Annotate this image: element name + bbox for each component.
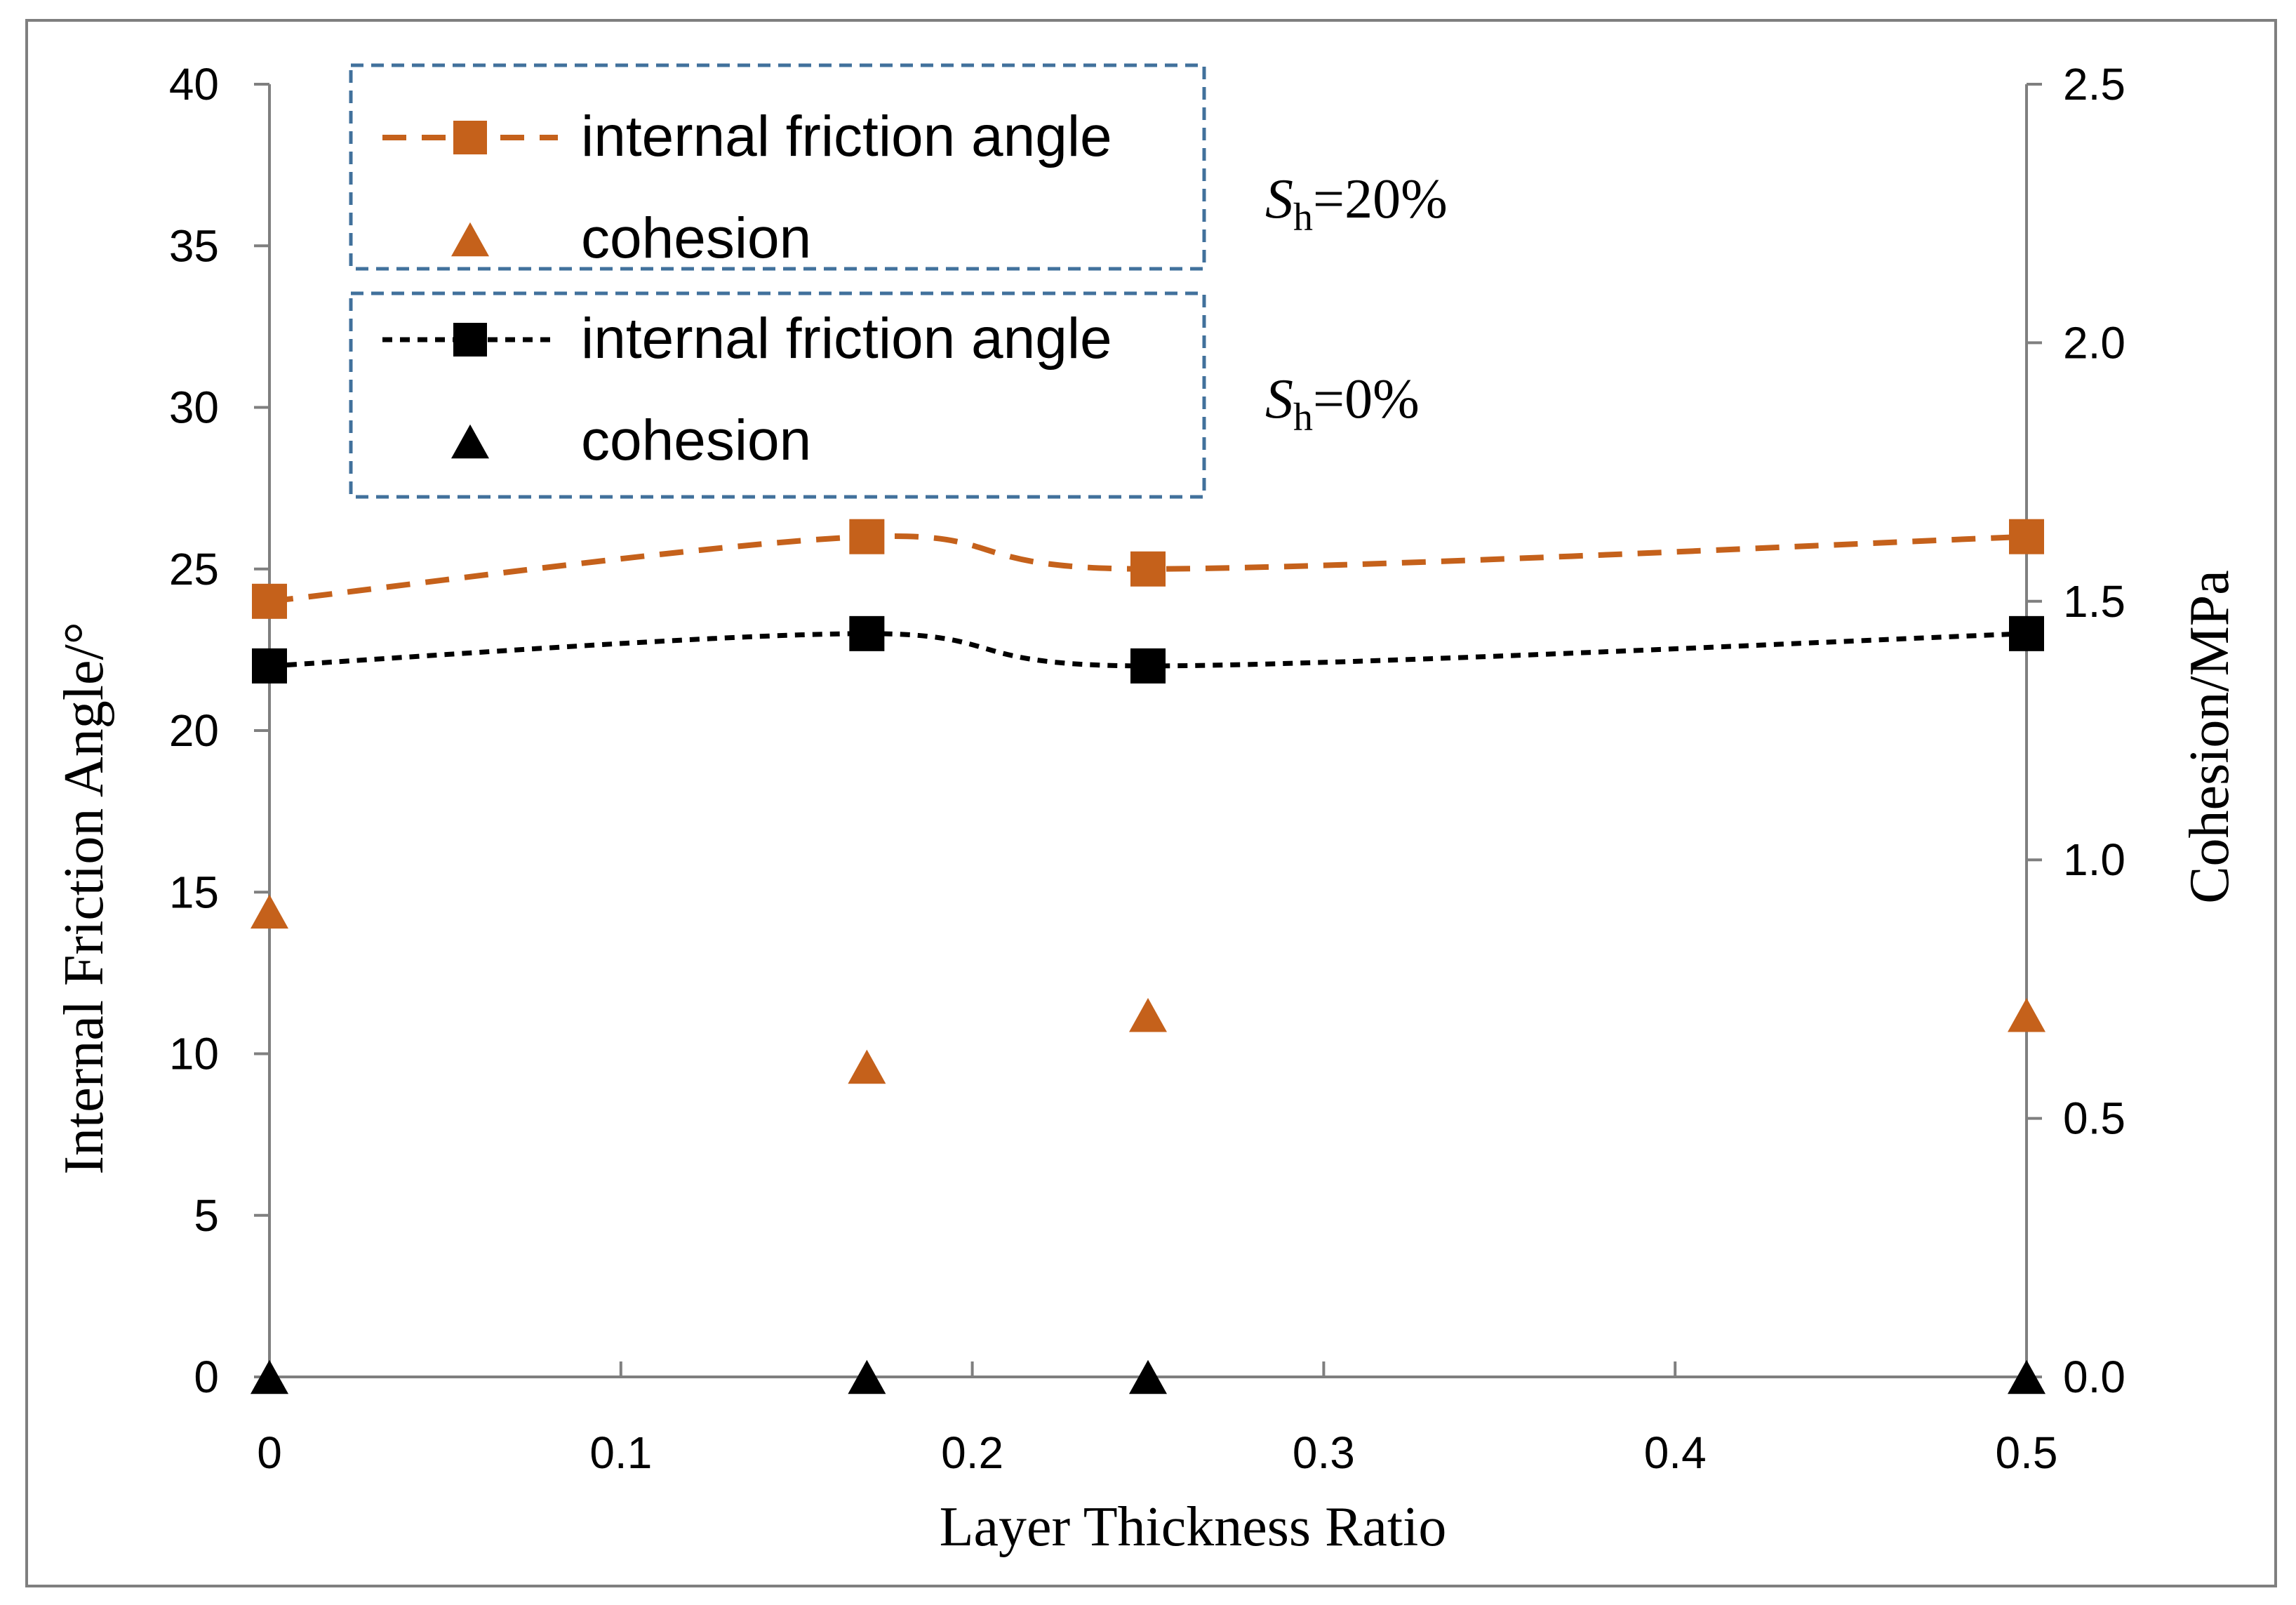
data-point-marker [252,583,287,619]
data-point-marker [252,648,287,684]
y-right-tick-label: 1.5 [2063,576,2125,627]
y-axis-left-title: Internal Friction Angle/° [53,622,115,1174]
y-left-tick-label: 15 [169,867,219,917]
y-left-tick-label: 40 [169,59,219,109]
annotation-sh0-sub: h [1293,396,1313,439]
annotation-sh20-rest: =20% [1313,168,1448,230]
x-tick-label: 0.2 [941,1427,1003,1478]
x-tick-label: 0 [257,1427,282,1478]
y-left-tick-label: 20 [169,705,219,756]
data-point-marker [1130,648,1166,684]
legend-label-cohesion-sh0: cohesion [581,408,811,472]
legend-label-friction-sh20: internal friction angle [581,105,1112,168]
legend-marker [453,323,487,357]
annotation-sh20: Sh=20% [1265,168,1448,239]
figure-border [25,19,2277,1587]
series-line [269,631,2027,669]
series-line [269,533,2027,604]
annotation-sh0-var: S [1265,368,1293,430]
y-right-tick-label: 2.5 [2063,59,2125,109]
x-tick-label: 0.1 [589,1427,652,1478]
data-series [251,519,2045,1394]
x-tick-label: 0.3 [1293,1427,1355,1478]
y-left-tick-label: 30 [169,382,219,433]
data-point-marker [848,1049,886,1084]
y-left-tick-label: 10 [169,1029,219,1079]
y-left-tick-label: 35 [169,220,219,271]
data-point-marker [849,519,885,554]
y-left-tick-label: 25 [169,544,219,594]
legend-marker [451,424,489,459]
data-point-marker [2008,1359,2045,1394]
data-point-marker [2009,615,2044,651]
annotation-sh0: Sh=0% [1265,368,1420,439]
x-tick-label: 0.4 [1644,1427,1707,1478]
y-right-tick-label: 2.0 [2063,317,2125,368]
data-point-marker [849,615,885,651]
y-right-tick-label: 1.0 [2063,834,2125,885]
legend-label-friction-sh0: internal friction angle [581,307,1112,371]
annotation-sh20-var: S [1265,168,1293,230]
data-point-marker [251,1359,288,1394]
data-point-marker [1129,997,1167,1032]
annotation-sh0-rest: =0% [1313,368,1420,430]
data-point-marker [848,1359,886,1394]
y-left-tick-label: 5 [194,1190,219,1241]
series-3 [251,1359,2045,1394]
legend-symbols [382,121,558,459]
x-tick-label: 0.5 [1996,1427,2058,1478]
data-point-marker [2008,997,2045,1032]
legend-marker [453,121,487,154]
y-right-tick-label: 0.5 [2063,1093,2125,1144]
legend-box-sh20 [349,63,1206,271]
y-axis-right-title: Cohesion/MPa [2179,570,2241,904]
y-left-tick-label: 0 [194,1352,219,1402]
data-point-marker [1130,551,1166,587]
legend-label-cohesion-sh20: cohesion [581,206,811,270]
y-right-tick-label: 0.0 [2063,1352,2125,1402]
data-point-marker [251,894,288,929]
legend: internal friction angle cohesion interna… [349,63,1206,499]
data-point-marker [1129,1359,1167,1394]
series-2 [252,615,2044,684]
annotation-sh20-sub: h [1293,196,1313,239]
data-point-marker [2009,519,2044,554]
legend-box-sh0 [349,291,1206,499]
series-0 [252,519,2044,619]
legend-marker [451,222,489,257]
x-axis-title: Layer Thickness Ratio [940,1496,1447,1558]
series-1 [251,894,2045,1084]
